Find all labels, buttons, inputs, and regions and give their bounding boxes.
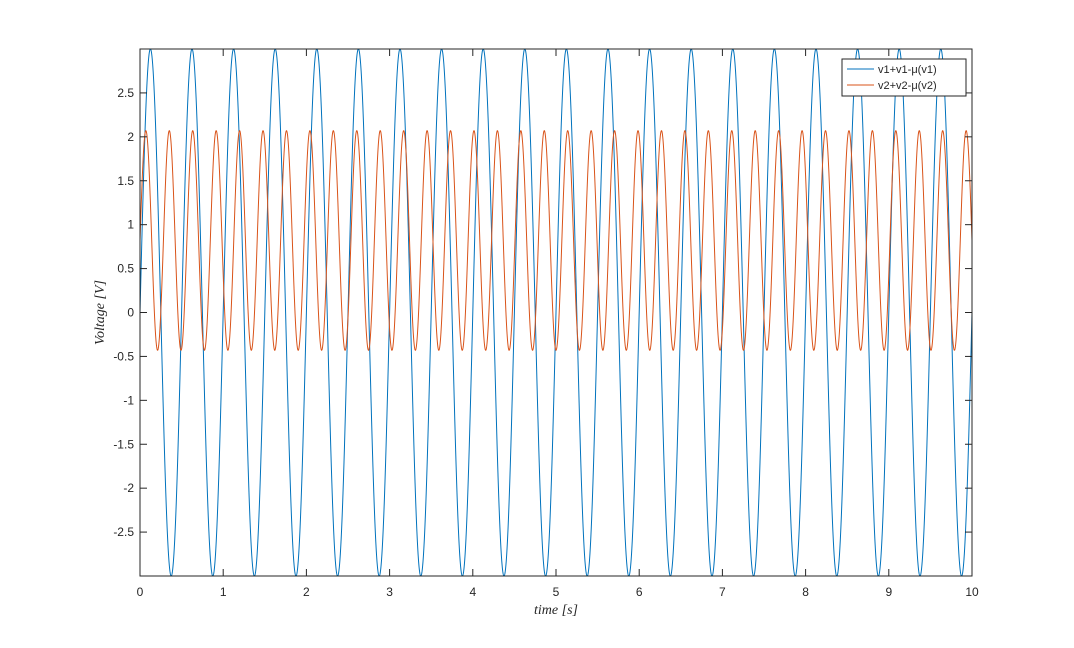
x-tick-label: 8 <box>802 585 809 599</box>
y-tick-label: 0.5 <box>117 262 134 276</box>
legend: v1+v1-μ(v1) v2+v2-μ(v2) <box>841 58 967 97</box>
legend-frame <box>841 58 967 97</box>
y-tick-label: 2.5 <box>117 86 134 100</box>
x-tick-label: 2 <box>303 585 310 599</box>
y-tick-label: -0.5 <box>113 349 134 363</box>
x-tick-label: 6 <box>636 585 643 599</box>
x-tick-label: 0 <box>137 585 144 599</box>
series-layer <box>140 49 972 576</box>
y-tick-label: -1 <box>123 393 134 407</box>
legend-entry-label: v1+v1-μ(v1) <box>878 64 937 76</box>
x-tick-label: 1 <box>220 585 227 599</box>
x-tick-label: 4 <box>469 585 476 599</box>
series-line-2 <box>140 130 972 351</box>
x-tick-label: 3 <box>386 585 393 599</box>
x-axis-label: time [s] <box>534 603 578 618</box>
legend-entry-label: v2+v2-μ(v2) <box>878 80 937 92</box>
y-tick-label: -1.5 <box>113 437 134 451</box>
x-tick-label: 7 <box>719 585 726 599</box>
y-tick-label: 2 <box>127 130 134 144</box>
x-tick-label: 10 <box>965 585 979 599</box>
y-tick-label: 0 <box>127 306 134 320</box>
x-tick-label: 9 <box>885 585 892 599</box>
series-line-1 <box>140 49 972 576</box>
y-tick-label: -2.5 <box>113 525 134 539</box>
y-tick-label: 1.5 <box>117 174 134 188</box>
ticks-layer: 0 1 2 3 4 5 6 7 8 9 10 -2.5 -2 -1.5 -1 -0.5 0 0.5 1 1.5 2 2.5 <box>113 49 979 599</box>
x-tick-label: 5 <box>553 585 560 599</box>
y-tick-label: 1 <box>127 218 134 232</box>
y-tick-label: -2 <box>123 481 134 495</box>
y-axis-label: Voltage [V] <box>93 280 108 345</box>
